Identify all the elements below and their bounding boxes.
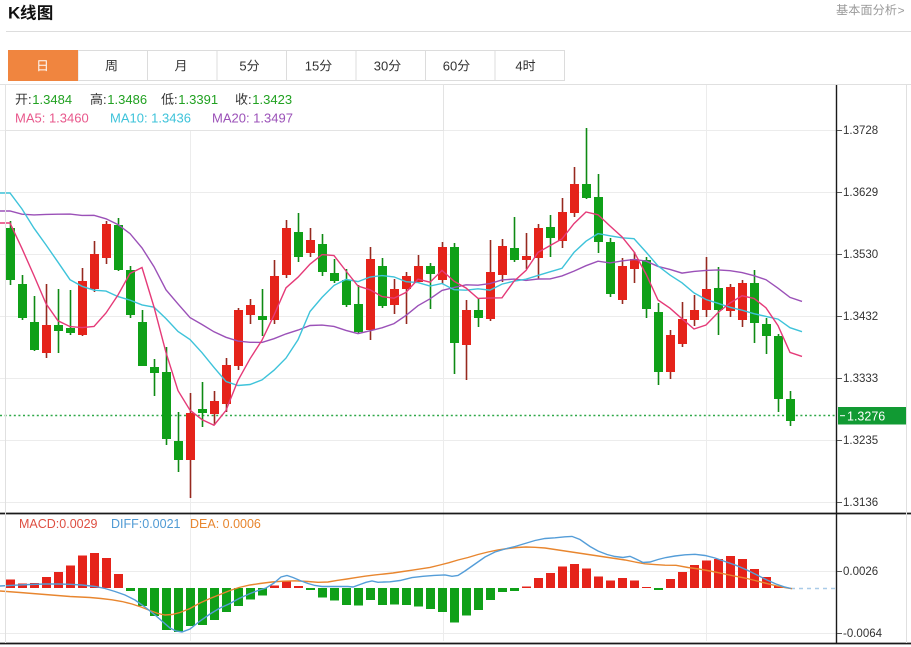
svg-text::: : (103, 92, 107, 107)
svg-text:1.3629: 1.3629 (843, 187, 878, 199)
svg-text:MACD:0.0029: MACD:0.0029 (19, 517, 98, 531)
svg-text:1.3235: 1.3235 (843, 435, 878, 447)
svg-text:1.3728: 1.3728 (843, 125, 878, 137)
svg-text:1.3136: 1.3136 (843, 497, 878, 509)
svg-text::: : (28, 92, 32, 107)
svg-text:1.3486: 1.3486 (107, 92, 147, 107)
svg-text::: : (248, 92, 252, 107)
svg-text:MA5: 1.3460: MA5: 1.3460 (15, 111, 89, 126)
svg-text:1.3333: 1.3333 (843, 373, 878, 385)
svg-text:5: 5 (239, 58, 246, 73)
svg-text:MA10: 1.3436: MA10: 1.3436 (110, 111, 191, 126)
svg-text:1.3530: 1.3530 (843, 249, 878, 261)
svg-text:K: K (8, 4, 21, 23)
svg-text:1.3276: 1.3276 (847, 410, 885, 424)
svg-text:4: 4 (515, 58, 522, 73)
svg-text:15: 15 (305, 58, 319, 73)
svg-text:>: > (898, 3, 905, 17)
svg-text:-0.0064: -0.0064 (843, 628, 883, 640)
svg-text::: : (174, 92, 178, 107)
svg-text:MA20: 1.3497: MA20: 1.3497 (212, 111, 293, 126)
svg-text:0.0026: 0.0026 (843, 566, 878, 578)
svg-text:DEA: 0.0006: DEA: 0.0006 (190, 517, 261, 531)
svg-text:30: 30 (374, 58, 388, 73)
svg-text:1.3484: 1.3484 (32, 92, 72, 107)
svg-text:60: 60 (443, 58, 457, 73)
svg-text:1.3391: 1.3391 (178, 92, 218, 107)
svg-text:DIFF:0.0021: DIFF:0.0021 (111, 517, 181, 531)
svg-text:1.3432: 1.3432 (843, 311, 878, 323)
svg-text:1.3423: 1.3423 (252, 92, 292, 107)
